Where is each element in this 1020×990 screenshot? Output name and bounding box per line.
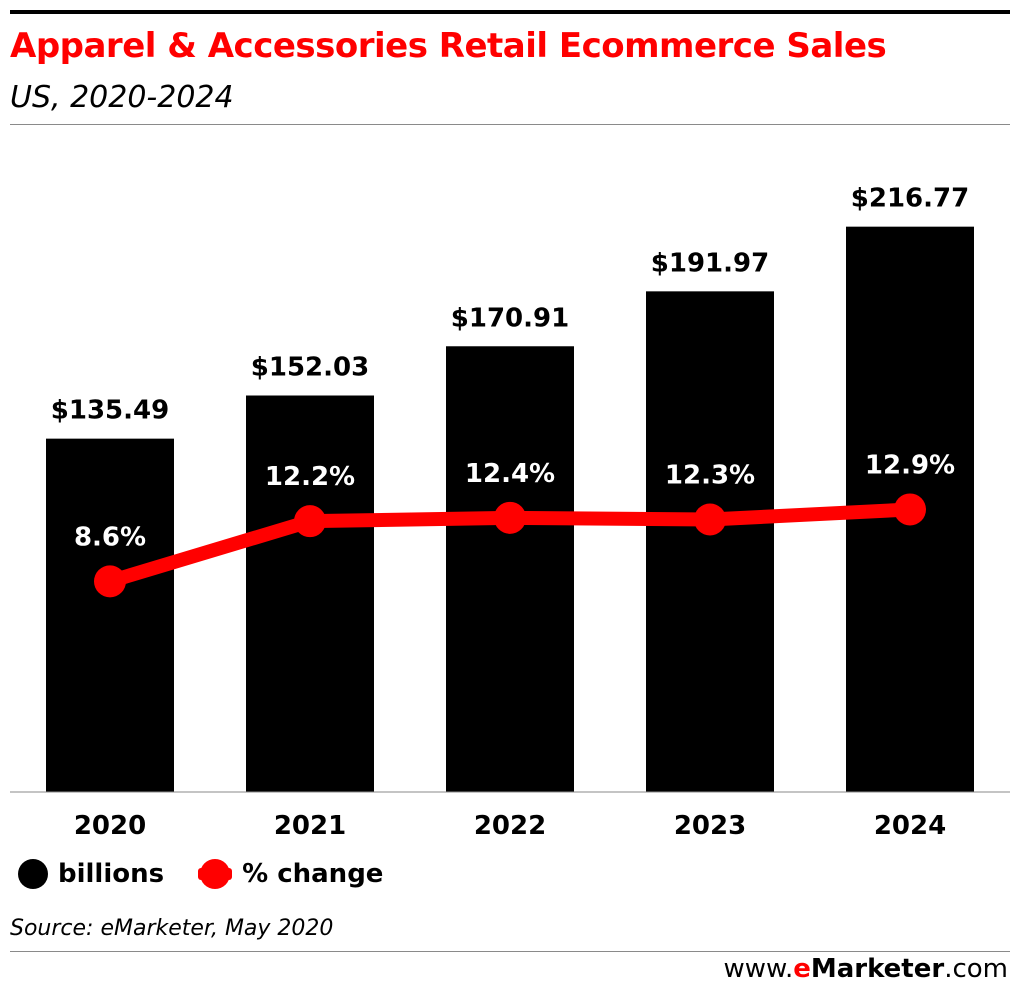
footer-rule: [10, 951, 1010, 952]
top-rule: [10, 10, 1010, 14]
chart-title: Apparel & Accessories Retail Ecommerce S…: [10, 26, 887, 66]
chart-area: $135.49 $152.03 $170.91 $191.97 $216.77 2020 2…: [10, 184, 1010, 841]
bar-value-label-2021: $152.03: [251, 353, 369, 383]
source-note: Source: eMarketer, May 2020: [10, 916, 334, 941]
brand-e: e: [793, 954, 811, 984]
change-label-2024: 12.9%: [865, 450, 955, 480]
legend-swatch-change: [198, 859, 233, 889]
bar-2022: [446, 346, 574, 792]
x-tick-label-2023: 2023: [674, 811, 746, 841]
bar-2020: [46, 438, 174, 792]
change-label-2020: 8.6%: [74, 522, 146, 552]
bar-value-label-2023: $191.97: [651, 248, 769, 278]
x-tick-label-2020: 2020: [74, 811, 146, 841]
brand-suffix: .com: [944, 954, 1008, 984]
change-point-2023: [694, 503, 726, 536]
x-tick-label-2022: 2022: [474, 811, 546, 841]
change-point-2022: [494, 501, 526, 534]
brand-url[interactable]: www.eMarketer.com: [724, 954, 1008, 984]
chart-subtitle: US, 2020-2024: [10, 80, 234, 115]
bar-value-label-2022: $170.91: [451, 303, 569, 333]
bar-value-label-2020: $135.49: [51, 396, 169, 426]
subtitle-rule: [10, 124, 1010, 125]
bar-2023: [646, 291, 774, 792]
x-tick-label-2021: 2021: [274, 811, 346, 841]
brand-prefix: www.: [723, 954, 794, 984]
legend-swatch-billions: [18, 859, 48, 889]
change-point-2021: [294, 505, 326, 538]
legend: billions % change: [18, 856, 417, 892]
legend-item-billions: billions: [18, 859, 164, 889]
legend-item-change: % change: [198, 859, 383, 889]
change-point-2020: [94, 565, 126, 598]
brand-name: Marketer: [810, 954, 945, 984]
change-point-2024: [894, 493, 926, 526]
bar-value-label-2024: $216.77: [851, 184, 969, 214]
x-tick-label-2024: 2024: [874, 811, 946, 841]
bar-2021: [246, 395, 374, 792]
change-label-2022: 12.4%: [465, 459, 555, 489]
legend-label-change: % change: [242, 859, 384, 889]
change-label-2023: 12.3%: [665, 460, 755, 490]
legend-label-billions: billions: [58, 859, 165, 889]
change-label-2021: 12.2%: [265, 462, 355, 492]
